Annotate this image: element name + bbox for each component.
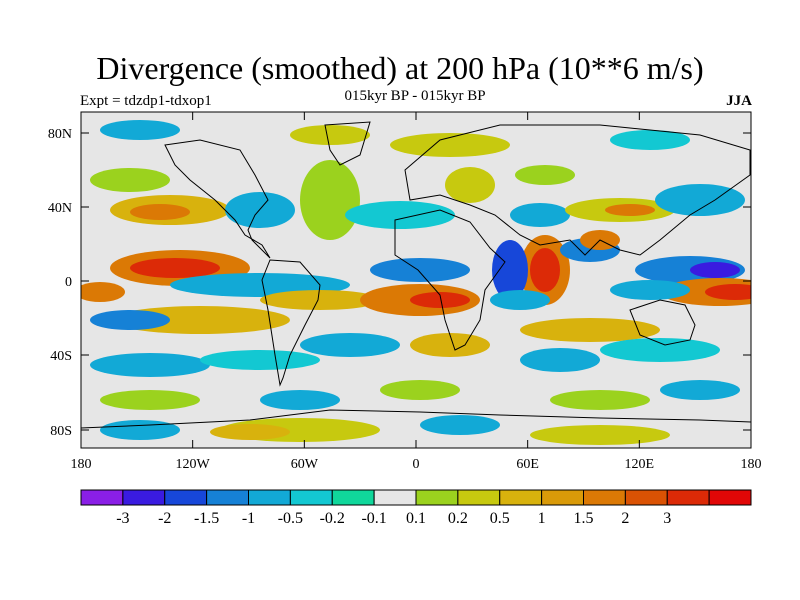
colorbar-label: -0.5 [278, 510, 303, 527]
colorbar-swatch [373, 489, 417, 506]
lon-tick-label: 180 [71, 457, 92, 472]
colorbar-swatch [80, 489, 124, 506]
australia-coast [629, 299, 696, 346]
south-america-coast [261, 259, 321, 387]
colorbar-swatch [248, 489, 291, 506]
lon-tick-label: 120E [625, 457, 655, 472]
colorbar-label: 3 [663, 510, 671, 527]
lon-tick-label: 60W [291, 457, 319, 472]
experiment-label: Expt = tdzdp1-tdxop1 [80, 93, 212, 109]
period-label: 015kyr BP - 015kyr BP [344, 88, 486, 104]
colorbar-swatch [122, 489, 166, 506]
colorbar-swatch [415, 489, 459, 506]
colorbar-swatch [708, 489, 752, 506]
colorbar-swatch [541, 489, 584, 506]
colorbar-swatch [624, 489, 668, 506]
lon-tick-label: 120W [176, 457, 211, 472]
colorbar-swatch [289, 489, 333, 506]
colorbar-label: -2 [158, 510, 171, 527]
colorbar-label: 1.5 [574, 510, 594, 527]
eurasia-coast [404, 124, 751, 256]
colorbar-swatch [331, 489, 375, 506]
colorbar-swatch [499, 489, 543, 506]
colorbar-label: -1.5 [194, 510, 219, 527]
season-label: JJA [726, 93, 752, 109]
colorbar-label: -0.1 [361, 510, 386, 527]
latitude-axis: 80N 40N 0 40S 80S [48, 127, 751, 439]
greenland-coast [324, 121, 371, 166]
figure-title: Divergence (smoothed) at 200 hPa (10**6 … [96, 50, 704, 86]
lon-tick-label: 0 [413, 457, 420, 472]
colorbar-label: -3 [116, 510, 129, 527]
colorbar-label: 0.5 [490, 510, 510, 527]
lat-tick-label: 40S [50, 349, 72, 364]
coastlines [81, 121, 751, 429]
colorbar-label: 1 [538, 510, 546, 527]
antarctica-coast [81, 409, 751, 429]
lat-tick-label: 80S [50, 424, 72, 439]
colorbar-swatch [206, 489, 249, 506]
colorbar-label: -0.2 [320, 510, 345, 527]
lon-tick-label: 60E [516, 457, 539, 472]
colorbar-swatch [666, 489, 710, 506]
longitude-axis: 180 120W 60W 0 60E 120E 180 [71, 112, 762, 472]
colorbar-label: 0.1 [406, 510, 426, 527]
colorbar-swatch [583, 489, 626, 506]
africa-coast [394, 209, 506, 351]
north-america-coast [164, 139, 271, 259]
colorbar-swatch [164, 489, 208, 506]
colorbar: -3 -2 -1.5 -1 -0.5 -0.2 -0.1 0.1 0.2 0.5 1 1.5 2 3 [80, 489, 752, 527]
lon-tick-label: 180 [741, 457, 762, 472]
colorbar-swatch [457, 489, 501, 506]
colorbar-label: 0.2 [448, 510, 468, 527]
colorbar-label: -1 [242, 510, 255, 527]
colorbar-label: 2 [621, 510, 629, 527]
lat-tick-label: 40N [48, 201, 72, 216]
lat-tick-label: 80N [48, 127, 72, 142]
divergence-field [81, 112, 751, 448]
lat-tick-label: 0 [65, 275, 72, 290]
